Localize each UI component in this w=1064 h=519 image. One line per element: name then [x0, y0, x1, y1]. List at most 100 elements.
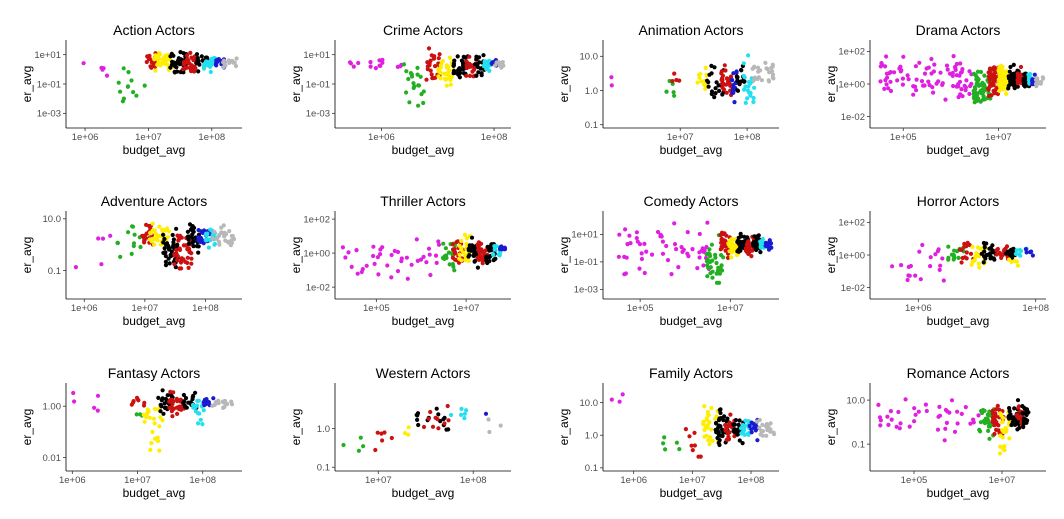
data-point — [740, 441, 745, 446]
data-point — [886, 86, 891, 91]
data-point — [174, 226, 179, 231]
data-point — [434, 260, 439, 265]
data-point — [494, 60, 499, 65]
data-point — [1004, 251, 1009, 256]
data-point — [692, 430, 697, 435]
data-point — [944, 420, 950, 425]
data-point — [134, 412, 139, 417]
data-point — [462, 232, 467, 237]
data-point — [996, 423, 1001, 428]
data-point — [927, 83, 932, 88]
data-point — [768, 241, 774, 246]
data-point — [677, 447, 682, 452]
data-point — [977, 265, 982, 270]
data-point — [913, 273, 918, 278]
data-point — [959, 260, 964, 265]
data-point — [500, 60, 505, 65]
x-tick-label: 1e+07 — [135, 132, 162, 143]
data-point — [212, 242, 217, 247]
data-point — [681, 247, 686, 252]
data-point — [720, 427, 725, 432]
data-point — [462, 416, 467, 421]
data-point — [226, 240, 231, 245]
data-point — [946, 244, 951, 249]
data-point — [421, 254, 426, 259]
panel-title: Horror Actors — [917, 193, 999, 209]
data-point — [202, 228, 207, 233]
data-point — [129, 251, 134, 256]
data-point — [169, 249, 174, 254]
panel-title: Comedy Actors — [644, 193, 739, 209]
data-point — [126, 230, 131, 235]
data-point — [175, 411, 180, 416]
x-axis-label: budget_avg — [392, 314, 455, 328]
panel-title: Animation Actors — [638, 22, 743, 38]
data-points — [73, 221, 237, 271]
data-point — [182, 403, 187, 408]
data-point — [163, 396, 168, 402]
data-point — [402, 431, 408, 436]
data-point — [707, 247, 712, 252]
y-tick-label: 0.1 — [585, 463, 598, 474]
data-point — [166, 229, 172, 234]
data-point — [193, 390, 198, 395]
data-point — [952, 429, 958, 434]
data-point — [717, 407, 722, 413]
y-tick-label: 10.0 — [847, 395, 866, 406]
data-point — [649, 252, 655, 257]
data-point — [371, 253, 376, 259]
data-point — [406, 76, 411, 82]
data-point — [131, 243, 136, 249]
data-point — [348, 61, 353, 66]
data-point — [485, 260, 490, 266]
data-point — [148, 447, 153, 452]
data-point — [436, 56, 441, 61]
data-point — [747, 423, 752, 429]
data-point — [92, 405, 97, 410]
data-point — [175, 69, 180, 74]
data-point — [898, 421, 903, 426]
data-point — [754, 419, 760, 424]
data-point — [888, 409, 894, 414]
data-point — [982, 73, 987, 78]
data-point — [177, 266, 182, 271]
data-point — [928, 255, 933, 260]
data-point — [639, 256, 645, 262]
data-point — [481, 63, 486, 68]
data-point — [436, 239, 441, 244]
data-point — [196, 421, 201, 426]
data-point — [737, 418, 742, 423]
data-point — [960, 255, 965, 261]
data-point — [142, 83, 147, 88]
data-point — [221, 60, 226, 65]
data-point — [768, 427, 773, 432]
data-point — [481, 258, 486, 263]
data-point — [771, 430, 776, 435]
data-point — [1001, 415, 1006, 421]
x-axis-label: budget_avg — [927, 486, 990, 500]
data-point — [421, 89, 426, 94]
panel-title: Crime Actors — [383, 22, 463, 38]
data-point — [919, 79, 925, 84]
data-point — [196, 69, 201, 74]
data-point — [982, 245, 987, 250]
data-point — [462, 411, 467, 416]
data-point — [708, 271, 713, 276]
y-axis-label: er_avg — [824, 237, 838, 274]
data-point — [707, 442, 712, 447]
data-point — [116, 80, 121, 85]
data-point — [158, 409, 163, 414]
data-point — [752, 234, 757, 239]
data-point — [375, 255, 380, 260]
data-point — [169, 394, 174, 399]
data-point — [725, 416, 730, 421]
data-point — [994, 420, 999, 425]
data-point — [425, 60, 430, 65]
data-point — [967, 91, 972, 96]
data-point — [970, 258, 976, 264]
data-point — [896, 409, 901, 415]
data-point — [1012, 422, 1017, 427]
data-point — [392, 248, 397, 254]
y-tick-label: 1e+00 — [303, 248, 330, 259]
data-point — [229, 238, 234, 243]
